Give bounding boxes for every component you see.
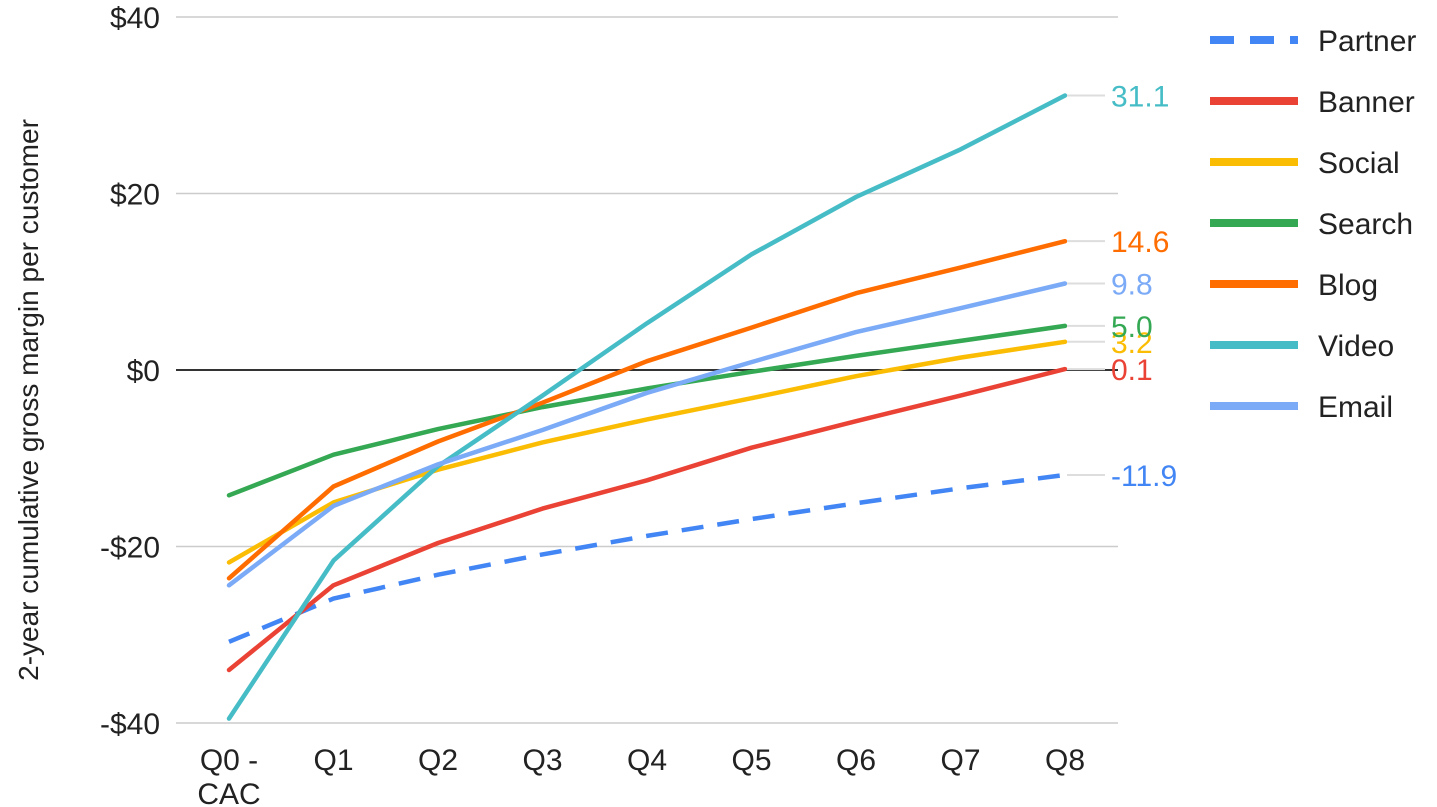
series-line-video [226, 93, 1068, 721]
legend-label-social: Social [1318, 147, 1400, 180]
end-label-banner: 0.1 [1111, 354, 1153, 387]
x-tick-label: Q8 [1045, 744, 1085, 777]
series-line-banner [226, 366, 1068, 673]
end-labels: -11.9 0.13.25.0 14.6 31.1 9.8 [1067, 81, 1177, 493]
y-axis-label: 2-year cumulative gross margin per custo… [13, 119, 44, 681]
grid [176, 16, 1118, 724]
end-label-blog: 14.6 [1111, 226, 1169, 259]
x-tick-label: Q0 -CAC [197, 744, 260, 807]
series-line-partner [228, 472, 1066, 644]
legend-label-blog: Blog [1318, 269, 1378, 302]
series-lines [226, 93, 1068, 721]
legend-label-search: Search [1318, 208, 1413, 241]
end-label-email: 9.8 [1111, 269, 1153, 302]
legend-label-partner: Partner [1318, 25, 1416, 58]
y-tick-label: $0 [127, 355, 160, 388]
x-tick-label: Q3 [522, 744, 562, 777]
series-line-blog [226, 238, 1068, 581]
x-axis-ticks: Q0 -CAC Q1 Q2 Q3 Q4 Q5 Q6 Q7 Q8 [197, 744, 1085, 807]
legend-label-video: Video [1318, 330, 1394, 363]
x-tick-label: Q6 [836, 744, 876, 777]
x-tick-label: Q5 [731, 744, 771, 777]
y-tick-label: -$40 [100, 708, 160, 741]
series-line-social [226, 339, 1068, 565]
x-tick-label: Q1 [313, 744, 353, 777]
legend-label-banner: Banner [1318, 86, 1415, 119]
end-label-video: 31.1 [1111, 81, 1169, 114]
series-line-search [226, 323, 1068, 498]
end-label-social: 3.2 [1111, 327, 1153, 360]
series-line-email [226, 281, 1068, 588]
x-tick-label: Q2 [418, 744, 458, 777]
y-axis-ticks: $40 $20 $0 -$20 -$40 [100, 2, 160, 741]
y-tick-label: $20 [110, 179, 160, 212]
legend-label-email: Email [1318, 391, 1393, 424]
end-label-search: 5.0 [1111, 311, 1153, 344]
legend: Partner Banner Social Search Blog Video Email [1210, 25, 1416, 424]
y-tick-label: $40 [110, 2, 160, 35]
x-tick-label: Q4 [627, 744, 667, 777]
end-label-partner: -11.9 [1111, 460, 1177, 493]
y-tick-label: -$20 [100, 532, 160, 565]
x-tick-label: Q7 [940, 744, 980, 777]
